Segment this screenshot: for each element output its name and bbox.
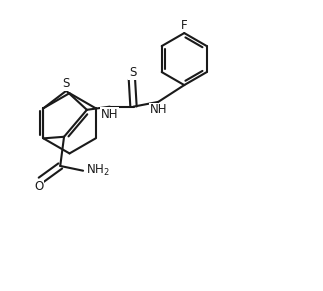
Text: O: O <box>34 180 44 193</box>
Text: NH: NH <box>101 108 119 121</box>
Text: S: S <box>129 66 136 79</box>
Text: S: S <box>63 77 70 90</box>
Text: NH: NH <box>150 103 167 116</box>
Text: NH$_2$: NH$_2$ <box>86 163 109 178</box>
Text: F: F <box>181 19 188 32</box>
